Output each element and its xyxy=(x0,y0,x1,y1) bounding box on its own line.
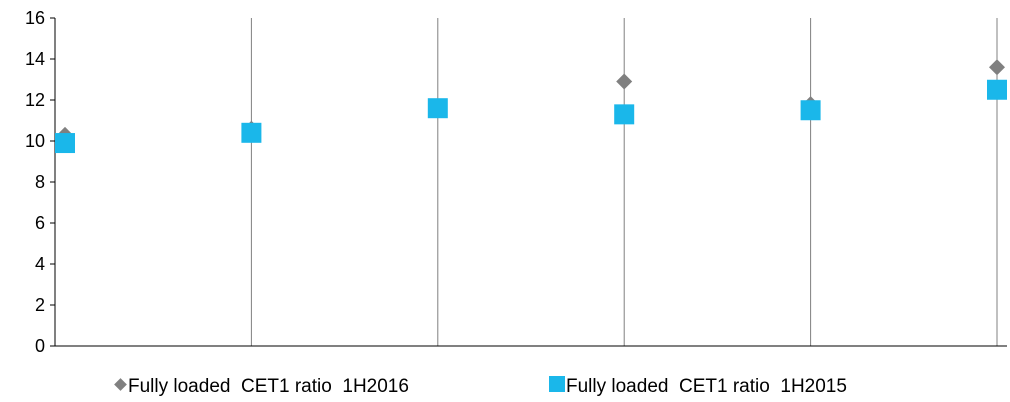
data-point-1h2015 xyxy=(427,98,448,119)
y-tick-label: 10 xyxy=(25,131,45,151)
y-tick-label: 16 xyxy=(25,8,45,28)
data-point-1h2016 xyxy=(989,59,1005,76)
data-point-1h2016 xyxy=(616,73,633,90)
y-tick-label: 4 xyxy=(35,254,45,274)
data-point-1h2015 xyxy=(800,100,821,121)
y-tick-label: 2 xyxy=(35,295,45,315)
series-1h2016-markers xyxy=(57,59,1005,143)
drop-lines xyxy=(250,18,998,346)
data-point-1h2015 xyxy=(55,133,75,154)
y-tick-label: 14 xyxy=(25,49,45,69)
legend-label-1h2016: Fully loaded CET1 ratio 1H2016 xyxy=(128,376,409,397)
legend-item-1h2015: Fully loaded CET1 ratio 1H2015 xyxy=(549,376,847,397)
data-point-1h2015 xyxy=(614,104,635,125)
legend: Fully loaded CET1 ratio 1H2016 Fully loa… xyxy=(114,376,847,397)
y-axis-ticks: 0 2 4 6 8 10 12 14 16 xyxy=(25,8,55,356)
data-point-1h2015 xyxy=(241,122,262,143)
y-tick-label: 0 xyxy=(35,336,45,356)
legend-item-1h2016: Fully loaded CET1 ratio 1H2016 xyxy=(114,376,409,397)
y-tick-label: 8 xyxy=(35,172,45,192)
y-tick-label: 12 xyxy=(25,90,45,110)
legend-diamond-marker xyxy=(114,378,127,391)
data-point-1h2015 xyxy=(987,79,1007,100)
legend-square-marker xyxy=(549,376,565,392)
legend-label-1h2015: Fully loaded CET1 ratio 1H2015 xyxy=(566,376,847,397)
y-tick-label: 6 xyxy=(35,213,45,233)
series-1h2015-markers xyxy=(55,79,1007,154)
axes xyxy=(54,18,1007,347)
